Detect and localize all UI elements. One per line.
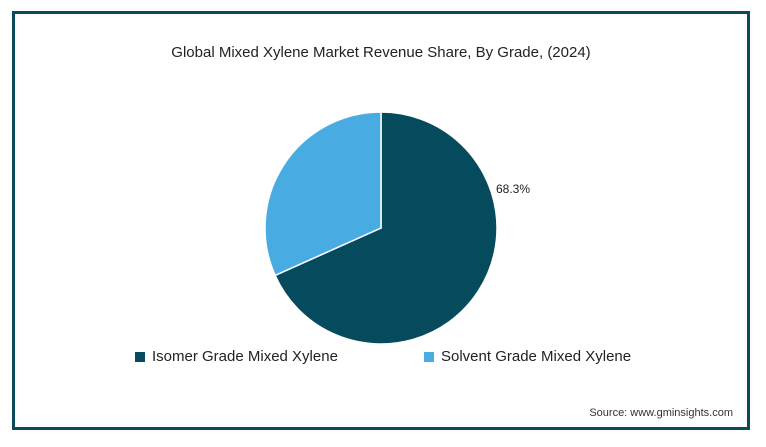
legend-item-solvent: Solvent Grade Mixed Xylene [424,348,631,365]
legend-item-isomer: Isomer Grade Mixed Xylene [135,348,338,365]
source-note: Source: www.gminsights.com [589,407,733,419]
legend: Isomer Grade Mixed Xylene Solvent Grade … [15,348,747,370]
chart-title: Global Mixed Xylene Market Revenue Share… [171,44,591,61]
legend-label-isomer: Isomer Grade Mixed Xylene [152,348,338,365]
legend-label-solvent: Solvent Grade Mixed Xylene [441,348,632,365]
legend-swatch-solvent [424,351,434,362]
pie-slice-1 [264,111,382,277]
pie-chart: 68.3% [264,111,530,345]
pie-slice-0 [274,111,498,345]
slice-label-0: 68.3% [496,182,530,196]
chart-frame: Global Mixed Xylene Market Revenue Share… [12,11,750,430]
legend-swatch-isomer [135,351,145,362]
